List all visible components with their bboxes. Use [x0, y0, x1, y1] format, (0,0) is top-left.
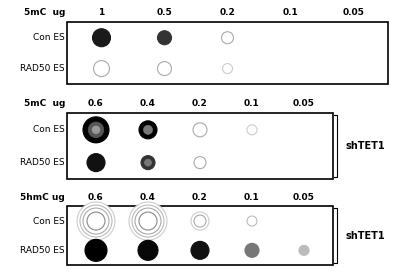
Circle shape	[158, 62, 171, 76]
Text: 0.05: 0.05	[293, 99, 315, 108]
Circle shape	[92, 126, 100, 134]
Text: 0.2: 0.2	[192, 193, 208, 202]
Text: 0.1: 0.1	[244, 193, 260, 202]
Circle shape	[87, 212, 105, 230]
Text: 0.05: 0.05	[342, 8, 365, 17]
Text: 0.1: 0.1	[244, 99, 260, 108]
Text: RAD50 ES: RAD50 ES	[21, 246, 65, 255]
Circle shape	[191, 241, 209, 259]
Circle shape	[92, 29, 111, 47]
Text: 0.6: 0.6	[88, 99, 104, 108]
FancyBboxPatch shape	[67, 22, 388, 84]
Text: RAD50 ES: RAD50 ES	[21, 158, 65, 167]
Text: Con ES: Con ES	[33, 125, 65, 134]
Circle shape	[94, 61, 109, 77]
Circle shape	[132, 205, 164, 237]
Text: 0.2: 0.2	[192, 99, 208, 108]
Circle shape	[85, 239, 107, 261]
Circle shape	[194, 157, 206, 169]
Text: 5mC  ug: 5mC ug	[24, 8, 65, 17]
Circle shape	[139, 121, 157, 139]
Circle shape	[135, 208, 161, 234]
Circle shape	[83, 117, 109, 143]
Text: 1: 1	[98, 8, 105, 17]
Text: 5mC  ug: 5mC ug	[24, 99, 65, 108]
Circle shape	[129, 202, 167, 240]
Circle shape	[247, 216, 257, 226]
Circle shape	[193, 123, 207, 137]
FancyBboxPatch shape	[67, 207, 333, 265]
Circle shape	[143, 125, 152, 134]
Circle shape	[88, 122, 104, 138]
Circle shape	[245, 243, 259, 257]
Text: 0.6: 0.6	[88, 193, 104, 202]
Text: RAD50 ES: RAD50 ES	[21, 64, 65, 73]
Circle shape	[247, 125, 257, 135]
Circle shape	[141, 156, 155, 170]
Circle shape	[194, 215, 206, 227]
Text: 0.4: 0.4	[140, 99, 156, 108]
Circle shape	[138, 240, 158, 260]
Text: 0.4: 0.4	[140, 193, 156, 202]
Text: Con ES: Con ES	[33, 217, 65, 225]
Circle shape	[158, 31, 171, 45]
Text: shTET1: shTET1	[345, 231, 385, 241]
Circle shape	[222, 64, 233, 74]
Circle shape	[145, 159, 152, 166]
FancyBboxPatch shape	[67, 114, 333, 179]
Text: 5hmC ug: 5hmC ug	[20, 193, 65, 202]
Circle shape	[87, 154, 105, 172]
Text: shTET1: shTET1	[345, 141, 385, 151]
Circle shape	[191, 212, 209, 230]
Text: 0.5: 0.5	[157, 8, 172, 17]
Circle shape	[139, 212, 157, 230]
Circle shape	[83, 208, 109, 234]
Circle shape	[299, 245, 309, 255]
Text: 0.05: 0.05	[293, 193, 315, 202]
Circle shape	[77, 202, 115, 240]
Text: 0.1: 0.1	[283, 8, 298, 17]
Circle shape	[80, 205, 112, 237]
Text: 0.2: 0.2	[220, 8, 235, 17]
Text: Con ES: Con ES	[33, 33, 65, 42]
Circle shape	[222, 32, 233, 44]
